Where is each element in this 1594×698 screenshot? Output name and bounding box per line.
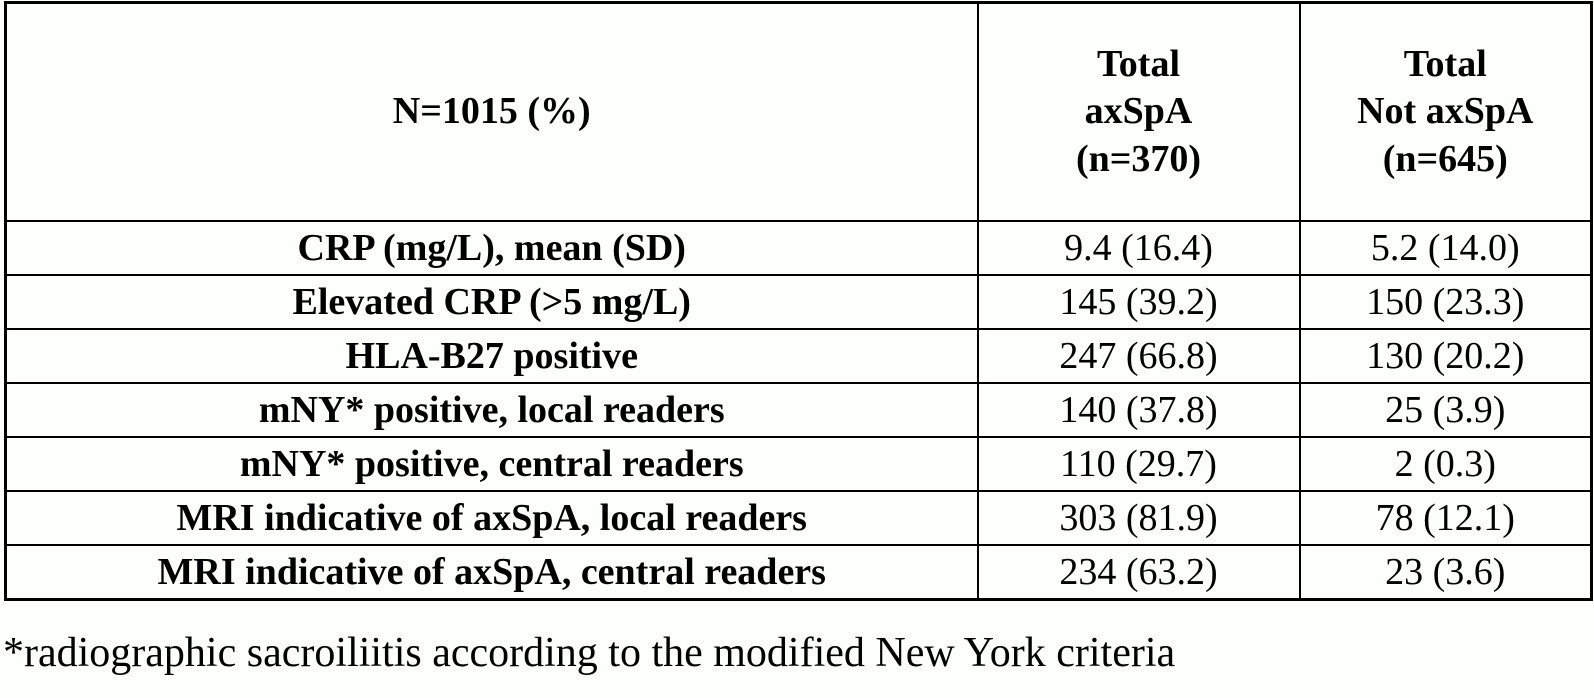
row-label: CRP (mg/L), mean (SD) xyxy=(4,220,979,276)
axspa-baseline-characteristics-table: N=1015 (%) Total axSpA (n=370) Total Not… xyxy=(4,1,1593,601)
not-axspa-value: 2 (0.3) xyxy=(1298,436,1593,492)
table-row-mny-local: mNY* positive, local readers 140 (37.8) … xyxy=(4,382,1593,438)
header-row: N=1015 (%) Total axSpA (n=370) Total Not… xyxy=(4,1,1593,222)
axspa-value: 247 (66.8) xyxy=(976,328,1301,384)
not-axspa-value: 150 (23.3) xyxy=(1298,274,1593,330)
header-cell-n-total: N=1015 (%) xyxy=(4,1,979,222)
table-footnote: *radiographic sacroiliitis according to … xyxy=(3,630,1176,676)
not-axspa-value: 78 (12.1) xyxy=(1298,490,1593,546)
not-axspa-value: 5.2 (14.0) xyxy=(1298,220,1593,276)
table-row-mri-central: MRI indicative of axSpA, central readers… xyxy=(4,544,1593,601)
row-label: HLA-B27 positive xyxy=(4,328,979,384)
table-row-mri-local: MRI indicative of axSpA, local readers 3… xyxy=(4,490,1593,546)
axspa-value: 145 (39.2) xyxy=(976,274,1301,330)
table-row-crp-mean: CRP (mg/L), mean (SD) 9.4 (16.4) 5.2 (14… xyxy=(4,220,1593,276)
axspa-value: 234 (63.2) xyxy=(976,544,1301,601)
not-axspa-value: 130 (20.2) xyxy=(1298,328,1593,384)
table-row-hla-b27: HLA-B27 positive 247 (66.8) 130 (20.2) xyxy=(4,328,1593,384)
header-cell-total-axspa: Total axSpA (n=370) xyxy=(976,1,1301,222)
not-axspa-value: 23 (3.6) xyxy=(1298,544,1593,601)
row-label: MRI indicative of axSpA, local readers xyxy=(4,490,979,546)
row-label: mNY* positive, central readers xyxy=(4,436,979,492)
axspa-value: 303 (81.9) xyxy=(976,490,1301,546)
axspa-value: 140 (37.8) xyxy=(976,382,1301,438)
row-label: Elevated CRP (>5 mg/L) xyxy=(4,274,979,330)
header-cell-total-not-axspa: Total Not axSpA (n=645) xyxy=(1298,1,1593,222)
not-axspa-value: 25 (3.9) xyxy=(1298,382,1593,438)
axspa-value: 9.4 (16.4) xyxy=(976,220,1301,276)
row-label: MRI indicative of axSpA, central readers xyxy=(4,544,979,601)
table-row-mny-central: mNY* positive, central readers 110 (29.7… xyxy=(4,436,1593,492)
row-label: mNY* positive, local readers xyxy=(4,382,979,438)
table-row-elevated-crp: Elevated CRP (>5 mg/L) 145 (39.2) 150 (2… xyxy=(4,274,1593,330)
axspa-value: 110 (29.7) xyxy=(976,436,1301,492)
